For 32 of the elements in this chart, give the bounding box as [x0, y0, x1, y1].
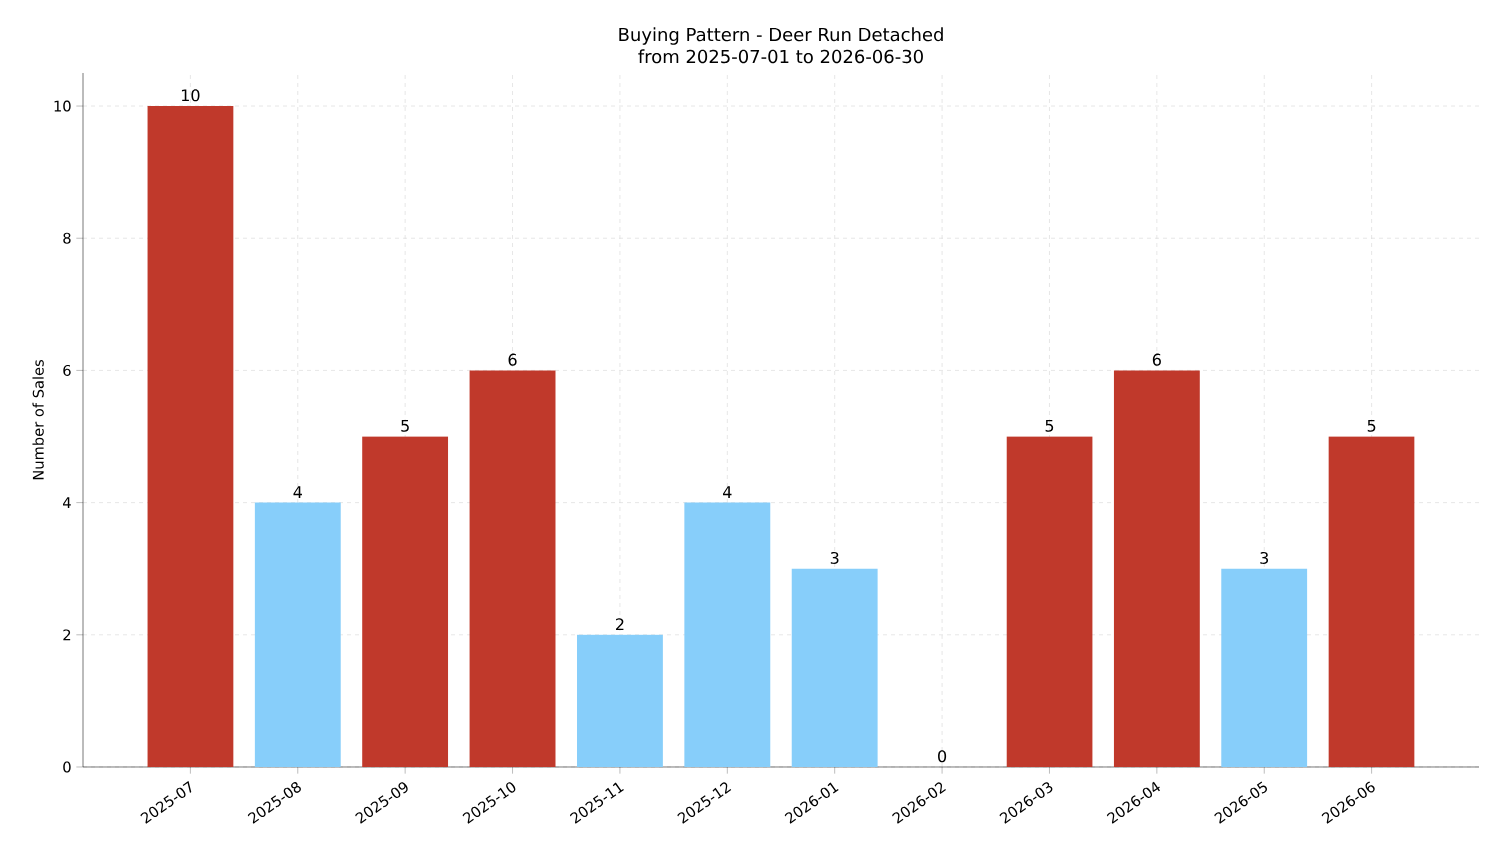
data-label: 3: [830, 551, 839, 564]
y-tick-label: 6: [63, 364, 71, 376]
data-label: 4: [293, 486, 302, 498]
y-tick-label: 8: [63, 232, 71, 244]
bar: [254, 502, 341, 767]
y-axis-title: Number of Sales: [32, 360, 44, 480]
data-label: 0: [938, 750, 947, 763]
y-tick-label: 0: [63, 761, 71, 773]
data-label: 4: [722, 486, 732, 498]
data-label: 5: [401, 419, 409, 432]
data-label: 5: [1045, 419, 1054, 432]
bar: [1221, 568, 1308, 767]
bar: [469, 370, 556, 767]
chart-title: Buying Pattern - Deer Run Detached: [619, 27, 943, 45]
bar: [1006, 436, 1093, 767]
data-label: 10: [181, 89, 200, 102]
bar: [362, 436, 449, 767]
data-label: 5: [1367, 419, 1376, 432]
bar: [576, 634, 663, 767]
data-label: 3: [1260, 551, 1269, 564]
data-label: 6: [508, 353, 517, 366]
bar: [684, 502, 771, 767]
y-tick-label: 10: [54, 100, 71, 112]
data-label: 6: [1152, 353, 1161, 366]
chart-subtitle: from 2025-07-01 to 2026-06-30: [638, 49, 923, 64]
bar: [1113, 370, 1200, 767]
data-label: 2: [616, 618, 624, 631]
y-tick-label: 2: [63, 629, 71, 641]
bar: [791, 568, 878, 767]
y-tick-label: 4: [63, 497, 71, 508]
bar: [1328, 436, 1415, 767]
bar: [147, 106, 234, 767]
